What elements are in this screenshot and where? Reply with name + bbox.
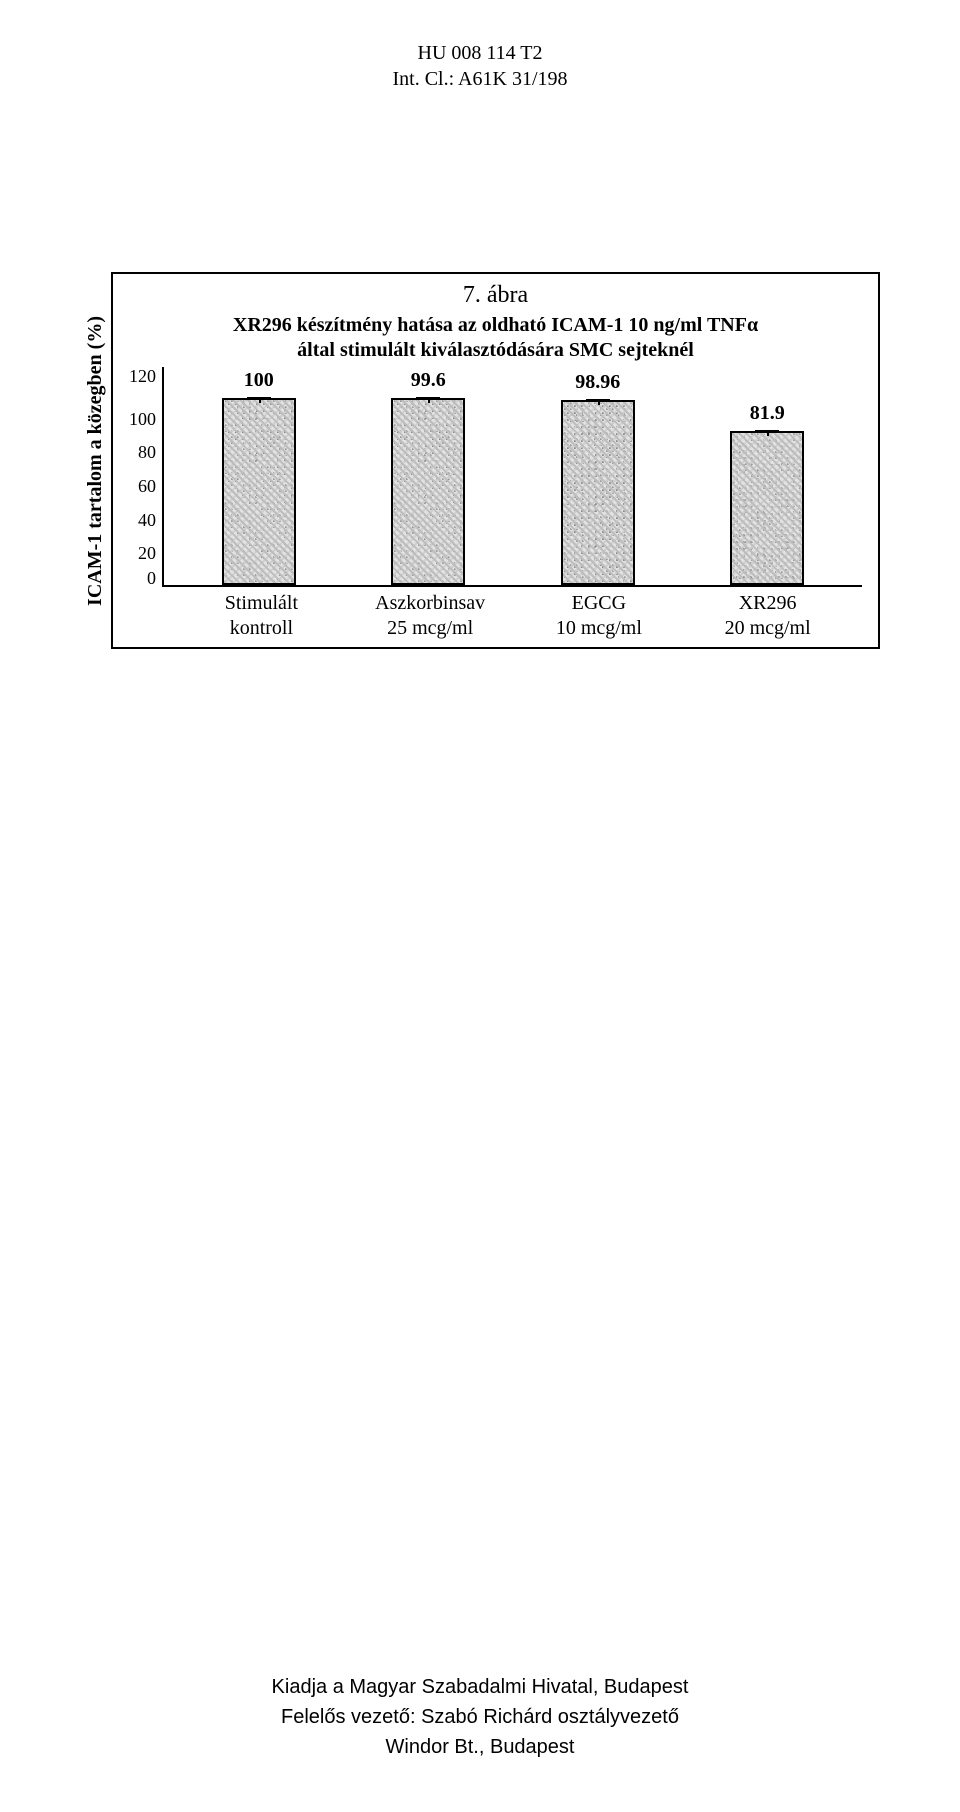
bar-3 [730, 431, 804, 585]
error-bar-icon [416, 394, 440, 400]
figure-column: 7. ábra XR296 készítmény hatása az oldha… [111, 272, 880, 649]
ytick: 40 [138, 511, 156, 529]
document-page: HU 008 114 T2 Int. Cl.: A61K 31/198 ICAM… [0, 0, 960, 1812]
bar-value-label: 99.6 [411, 369, 446, 392]
ytick: 100 [129, 410, 156, 428]
x-label-line: 10 mcg/ml [556, 617, 642, 639]
x-axis-labels: Stimulált kontroll Aszkorbinsav 25 mcg/m… [129, 587, 862, 641]
ytick: 60 [138, 477, 156, 495]
x-label-3: XR296 20 mcg/ml [693, 591, 842, 641]
footer-line-3: Windor Bt., Budapest [0, 1732, 960, 1762]
bar-value-label: 98.96 [575, 371, 620, 394]
bar-value-label: 100 [244, 369, 274, 392]
x-label-2: EGCG 10 mcg/ml [525, 591, 674, 641]
y-axis-ticks: 120 100 80 60 40 20 0 [129, 367, 162, 587]
figure-frame: 7. ábra XR296 készítmény hatása az oldha… [111, 272, 880, 649]
bar-chart: 120 100 80 60 40 20 0 100 [129, 367, 862, 587]
page-footer: Kiadja a Magyar Szabadalmi Hivatal, Buda… [0, 1672, 960, 1762]
ytick: 120 [129, 367, 156, 385]
bar-2 [561, 400, 635, 585]
error-bar-icon [247, 394, 271, 400]
bar-1 [391, 398, 465, 585]
ytick: 20 [138, 544, 156, 562]
x-label-line: 25 mcg/ml [387, 617, 473, 639]
footer-line-1: Kiadja a Magyar Szabadalmi Hivatal, Buda… [0, 1672, 960, 1702]
x-label-line: Aszkorbinsav [375, 592, 485, 614]
bar-0 [222, 398, 296, 585]
figure-row: ICAM-1 tartalom a közegben (%) 7. ábra X… [80, 272, 880, 649]
footer-line-2: Felelős vezető: Szabó Richárd osztályvez… [0, 1702, 960, 1732]
bar-slot-3: 81.9 [693, 402, 842, 585]
header-line-1: HU 008 114 T2 [80, 40, 880, 66]
figure-title-line-2: által stimulált kiválasztódására SMC sej… [297, 339, 694, 361]
ytick: 80 [138, 443, 156, 461]
ytick: 0 [147, 569, 156, 587]
y-axis-label: ICAM-1 tartalom a közegben (%) [80, 316, 111, 606]
x-label-line: XR296 [739, 592, 797, 614]
bar-slot-2: 98.96 [523, 371, 672, 585]
figure-title-line-1: XR296 készítmény hatása az oldható ICAM-… [233, 314, 758, 336]
bar-slot-0: 100 [184, 369, 333, 585]
x-label-line: EGCG [572, 592, 626, 614]
x-label-line: Stimulált [225, 592, 298, 614]
figure-7: ICAM-1 tartalom a közegben (%) 7. ábra X… [80, 272, 880, 649]
figure-number: 7. ábra [129, 282, 862, 309]
page-header: HU 008 114 T2 Int. Cl.: A61K 31/198 [80, 40, 880, 92]
plot-area: 100 99.6 98.96 [162, 367, 862, 587]
x-label-1: Aszkorbinsav 25 mcg/ml [356, 591, 505, 641]
bar-slot-1: 99.6 [354, 369, 503, 585]
error-bar-icon [586, 396, 610, 402]
header-line-2: Int. Cl.: A61K 31/198 [80, 66, 880, 92]
error-bar-icon [755, 427, 779, 433]
x-label-line: kontroll [230, 617, 293, 639]
x-label-0: Stimulált kontroll [187, 591, 336, 641]
bar-value-label: 81.9 [750, 402, 785, 425]
figure-title: XR296 készítmény hatása az oldható ICAM-… [129, 313, 862, 363]
x-label-line: 20 mcg/ml [725, 617, 811, 639]
